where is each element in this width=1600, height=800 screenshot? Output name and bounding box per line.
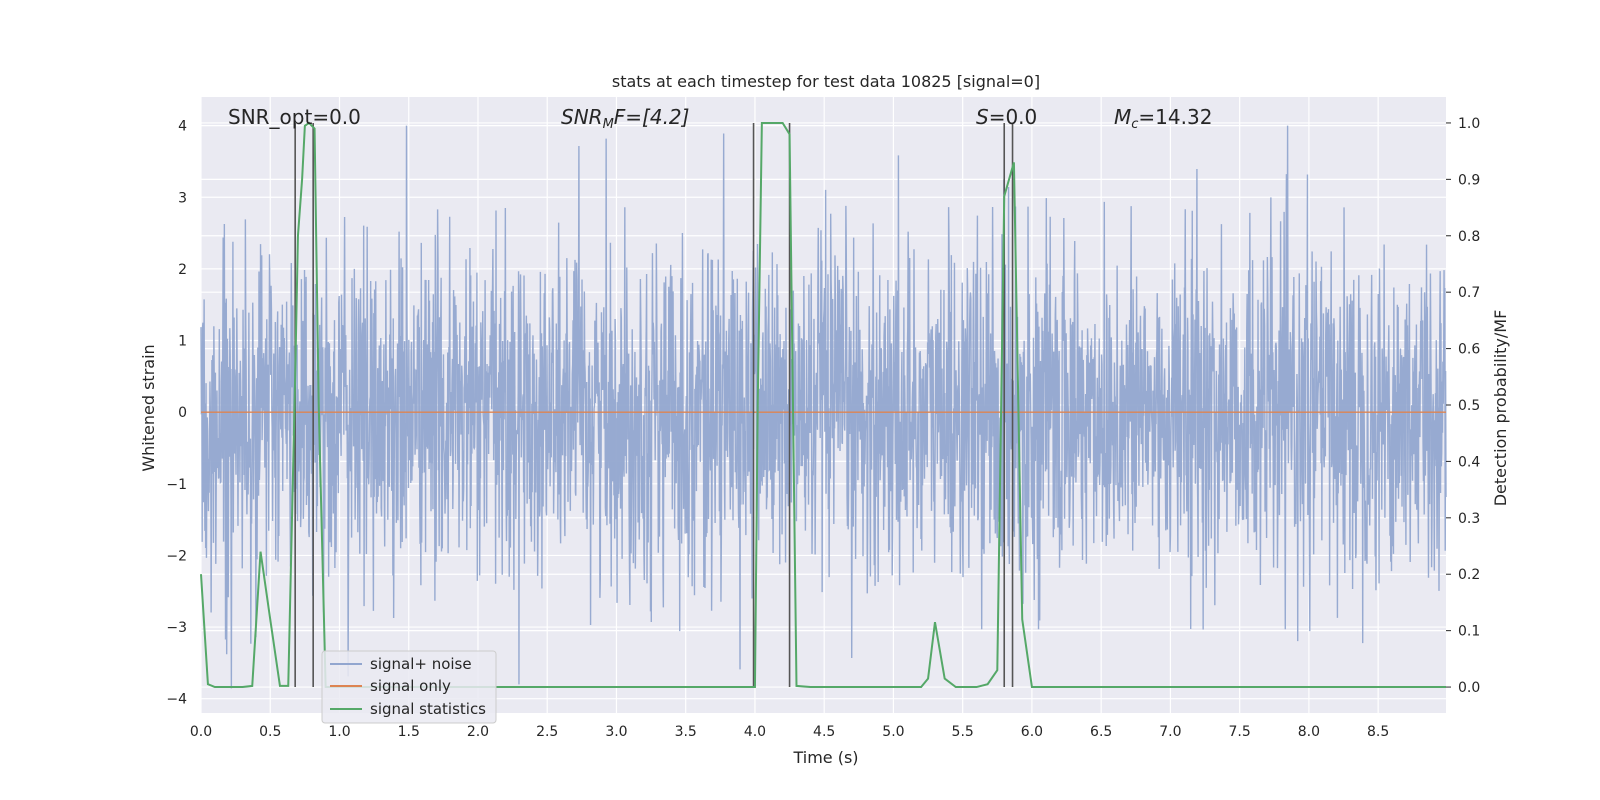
x-tick-label: 1.5 <box>398 724 420 740</box>
annotation-mc: Mc=14.32 <box>1114 105 1212 132</box>
y-tick-label: −3 <box>166 620 187 636</box>
x-tick-label: 6.5 <box>1090 724 1112 740</box>
y-tick-label: 2 <box>178 262 187 278</box>
x-tick-label: 4.0 <box>744 724 766 740</box>
marker-lines <box>294 122 1014 688</box>
x-tick-label: 2.5 <box>536 724 558 740</box>
x-tick-label: 0.0 <box>190 724 212 740</box>
y2-tick-label: 0.0 <box>1458 680 1480 696</box>
y2-tick-label: 0.5 <box>1458 398 1480 414</box>
x-tick-label: 4.5 <box>813 724 835 740</box>
y-tick-label: 1 <box>178 334 187 350</box>
chart-title: stats at each timestep for test data 108… <box>612 72 1040 91</box>
y2-tick-label: 0.3 <box>1458 511 1480 527</box>
annotation-s: S=0.0 <box>976 105 1037 129</box>
y2-tick-label: 0.4 <box>1458 454 1480 470</box>
y-tick-label: 3 <box>178 190 187 206</box>
x-tick-label: 5.0 <box>882 724 904 740</box>
x-tick-label: 1.0 <box>328 724 350 740</box>
signal-statistics-series <box>200 121 1446 689</box>
x-axis-label: Time (s) <box>792 748 858 767</box>
legend-box <box>321 650 497 724</box>
x-tick-label: 5.5 <box>952 724 974 740</box>
y2-tick-label: 0.8 <box>1458 229 1480 245</box>
y2-axis-label: Detection probability/MF <box>1491 310 1510 507</box>
y-tick-label: 4 <box>178 119 187 135</box>
y-tick-label: −4 <box>166 692 187 708</box>
x-tick-label: 7.5 <box>1229 724 1251 740</box>
signal-statistics-line <box>200 121 1446 689</box>
y-tick-label: −1 <box>166 477 187 493</box>
y2-tick-label: 0.2 <box>1458 567 1480 583</box>
y2-tick-label: 0.6 <box>1458 342 1480 358</box>
x-tick-label: 6.0 <box>1021 724 1043 740</box>
legend-label-signal-noise: signal+ noise <box>370 655 472 673</box>
x-tick-label: 0.5 <box>259 724 281 740</box>
x-tick-label: 3.5 <box>675 724 697 740</box>
x-tick-label: 2.0 <box>467 724 489 740</box>
legend-label-signal-statistics: signal statistics <box>370 700 486 718</box>
y2-tick-label: 0.7 <box>1458 285 1480 301</box>
y-tick-label: −2 <box>166 548 187 564</box>
y-axis-label: Whitened strain <box>139 344 158 471</box>
signal-noise-series <box>200 125 1447 689</box>
y2-tick-label: 0.9 <box>1458 172 1480 188</box>
annotation-snr-mf: SNRMF=[4.2] <box>561 105 689 132</box>
legend: signal+ noise signal only signal statist… <box>321 650 497 724</box>
y-tick-label: 0 <box>178 405 187 421</box>
annotation-snr-opt: SNR_opt=0.0 <box>228 105 361 129</box>
y2-tick-label: 0.1 <box>1458 624 1480 640</box>
x-tick-label: 7.0 <box>1159 724 1181 740</box>
legend-label-signal-only: signal only <box>370 677 451 695</box>
x-tick-label: 8.0 <box>1298 724 1320 740</box>
x-tick-label: 3.0 <box>605 724 627 740</box>
x-tick-label: 8.5 <box>1367 724 1389 740</box>
y2-tick-label: 1.0 <box>1458 116 1480 132</box>
ticks: 0.0 0.5 1.0 1.5 2.0 2.5 3.0 3.5 4.0 4.5 5.0 5.5 6.0 6… <box>166 116 1480 740</box>
signal-noise-line <box>200 125 1447 689</box>
